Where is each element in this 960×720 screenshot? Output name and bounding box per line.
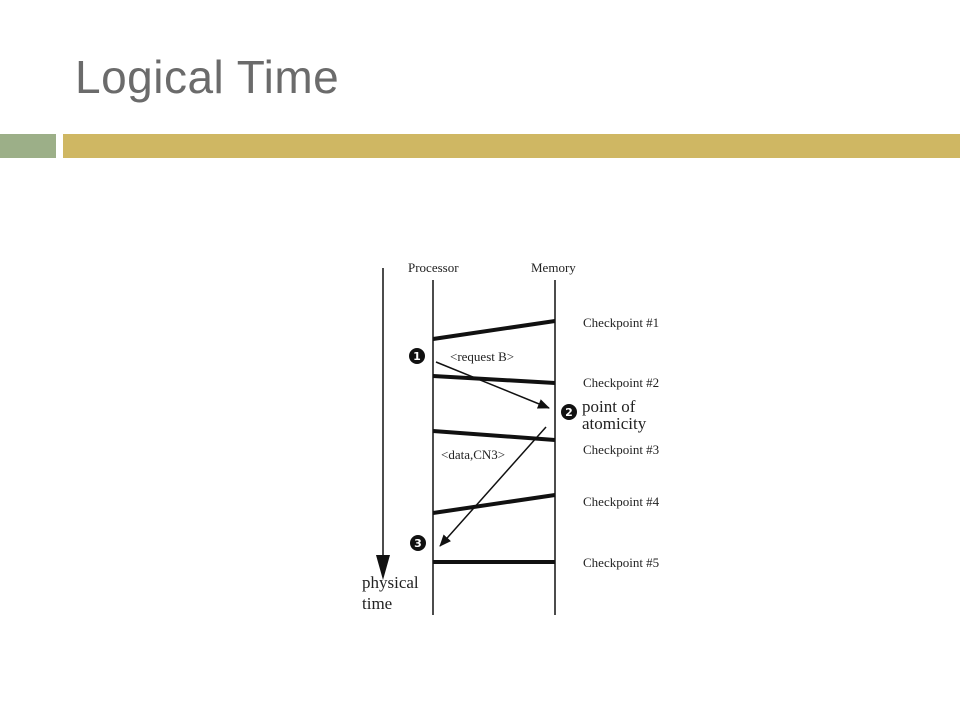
checkpoint-label-4: Checkpoint #4 [583, 494, 660, 509]
data-arrow [439, 426, 547, 547]
point-label-line1: point of [582, 397, 636, 416]
memory-label: Memory [531, 260, 576, 275]
checkpoint-label-5: Checkpoint #5 [583, 555, 659, 570]
axis-label-physical: physical [362, 573, 419, 592]
svg-text:1: 1 [413, 350, 421, 363]
request-message-label: <request B> [450, 349, 514, 364]
slide-title: Logical Time [75, 51, 340, 103]
svg-text:3: 3 [414, 537, 422, 550]
header-bar-right [63, 134, 960, 158]
checkpoint-line-3 [432, 429, 556, 442]
checkpoint-line-4 [432, 493, 556, 515]
checkpoint-label-3: Checkpoint #3 [583, 442, 659, 457]
checkpoint-label-1: Checkpoint #1 [583, 315, 659, 330]
marker-3: 3 [410, 535, 426, 551]
processor-label: Processor [408, 260, 459, 275]
time-axis-arrowhead [376, 555, 390, 580]
checkpoint-diagram: physical time Processor Memory Checkpoin… [362, 260, 660, 615]
axis-label-time: time [362, 594, 392, 613]
point-label-line2: atomicity [582, 414, 647, 433]
marker-2: 2 [561, 404, 577, 420]
svg-text:2: 2 [565, 406, 573, 419]
checkpoint-line-2 [432, 374, 556, 385]
header-bar-left [0, 134, 56, 158]
marker-1: 1 [409, 348, 425, 364]
request-arrow [435, 361, 550, 409]
data-message-label: <data,CN3> [441, 447, 505, 462]
checkpoint-line-1 [432, 319, 556, 341]
checkpoint-label-2: Checkpoint #2 [583, 375, 659, 390]
